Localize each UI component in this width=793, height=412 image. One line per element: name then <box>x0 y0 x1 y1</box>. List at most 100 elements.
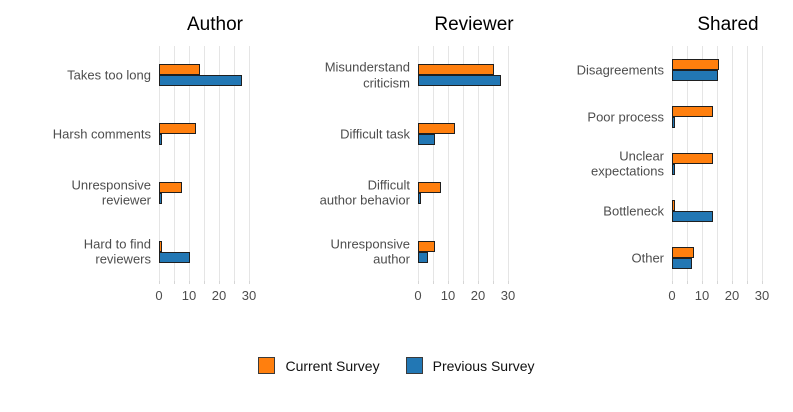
category-label: Harsh comments <box>52 126 151 142</box>
x-tick-label: 30 <box>754 288 770 303</box>
gridline <box>717 46 718 281</box>
axis-tick <box>702 281 703 284</box>
bar-current-survey <box>672 105 713 117</box>
bar-group <box>418 181 441 204</box>
legend-item-previous-survey: Previous Survey <box>405 357 535 374</box>
x-tick-label: 30 <box>241 288 257 303</box>
category-label: Unclear expectations <box>591 148 664 179</box>
x-tick-label: 30 <box>500 288 516 303</box>
category-labels: Misunderstand criticism Difficult task Dif… <box>293 46 418 281</box>
axis-tick <box>159 281 160 284</box>
chart-panel-reviewer: Reviewer Misunderstand criticism Difficul… <box>293 6 530 305</box>
axis-tick <box>508 281 509 284</box>
bar-current-survey <box>672 58 719 70</box>
axis-tick <box>672 281 673 284</box>
category-label: Bottleneck <box>603 202 664 218</box>
x-tick-label: 0 <box>414 288 422 303</box>
x-axis: 0 10 20 30 <box>414 281 530 305</box>
bar-previous-survey <box>159 251 190 263</box>
axis-tick <box>762 281 763 284</box>
bar-group <box>159 240 190 263</box>
gridline <box>249 46 250 281</box>
gridline <box>478 46 479 281</box>
bar-current-survey <box>418 240 435 252</box>
bar-group <box>159 123 196 146</box>
gridline <box>493 46 494 281</box>
category-label: Poor process <box>587 108 664 124</box>
axis-tick <box>418 281 419 284</box>
bar-current-survey <box>672 199 676 211</box>
bar-previous-survey <box>418 251 428 263</box>
bar-previous-survey <box>159 192 163 204</box>
bar-current-survey <box>159 181 182 193</box>
gridline <box>204 46 205 281</box>
category-label: Other <box>631 249 664 265</box>
gridline <box>174 46 175 281</box>
axis-tick <box>189 281 190 284</box>
bar-previous-survey <box>418 134 435 146</box>
gridline <box>448 46 449 281</box>
bar-previous-survey <box>672 116 676 128</box>
axis-tick <box>448 281 449 284</box>
bar-previous-survey <box>159 75 242 87</box>
legend-key-previous-survey <box>405 357 423 374</box>
x-tick-label: 20 <box>724 288 740 303</box>
axis-tick <box>249 281 250 284</box>
category-label: Disagreements <box>576 61 664 77</box>
bar-previous-survey <box>418 75 501 87</box>
bar-current-survey <box>418 123 455 135</box>
gridline <box>732 46 733 281</box>
x-tick-label: 10 <box>440 288 456 303</box>
x-tick-label: 0 <box>155 288 163 303</box>
bar-group <box>672 105 713 128</box>
legend-label-previous-survey: Previous Survey <box>432 357 535 374</box>
plot-area <box>672 46 784 281</box>
gridline <box>762 46 763 281</box>
bar-previous-survey <box>672 69 718 81</box>
axis-tick <box>478 281 479 284</box>
bar-group <box>672 246 694 269</box>
axis-tick <box>732 281 733 284</box>
gridline <box>189 46 190 281</box>
axis-tick <box>717 281 718 284</box>
plot-wrap: 0 10 20 30 <box>668 46 784 305</box>
category-label: Takes too long <box>67 67 151 83</box>
chart-title-reviewer: Reviewer <box>434 14 514 35</box>
bar-current-survey <box>672 152 713 164</box>
bar-group <box>672 199 713 222</box>
chart-panel-author: Author Takes too long Harsh comments Unres… <box>9 6 271 305</box>
bar-group <box>159 64 242 87</box>
bar-group <box>672 152 713 175</box>
category-label: Difficult task <box>340 126 410 142</box>
bar-previous-survey <box>159 134 163 146</box>
bar-current-survey <box>159 123 196 135</box>
plot-wrap: 0 10 20 30 <box>155 46 271 305</box>
x-tick-label: 20 <box>470 288 486 303</box>
axis-tick <box>204 281 205 284</box>
category-label: Misunderstand criticism <box>324 60 410 91</box>
bar-current-survey <box>418 64 494 76</box>
axis-tick <box>747 281 748 284</box>
chart-title-shared: Shared <box>697 14 759 35</box>
axis-tick <box>234 281 235 284</box>
chart-title-author: Author <box>187 14 243 35</box>
panel-body: Disagreements Poor process Unclear expecta… <box>552 46 784 305</box>
x-tick-label: 10 <box>181 288 197 303</box>
legend-key-current-survey <box>258 357 276 374</box>
axis-tick <box>463 281 464 284</box>
category-label: Unresponsive author <box>330 236 411 267</box>
bar-group <box>418 123 455 146</box>
bar-group <box>159 181 182 204</box>
gridline <box>219 46 220 281</box>
axis-tick <box>433 281 434 284</box>
axis-tick <box>687 281 688 284</box>
legend-label-current-survey: Current Survey <box>285 357 380 374</box>
x-tick-label: 20 <box>211 288 227 303</box>
plot-wrap: 0 10 20 30 <box>414 46 530 305</box>
gridline <box>159 46 160 281</box>
gridline <box>433 46 434 281</box>
gridline <box>747 46 748 281</box>
x-tick-label: 0 <box>668 288 676 303</box>
legend-item-current-survey: Current Survey <box>258 357 380 374</box>
category-label: Unresponsive reviewer <box>71 177 152 208</box>
